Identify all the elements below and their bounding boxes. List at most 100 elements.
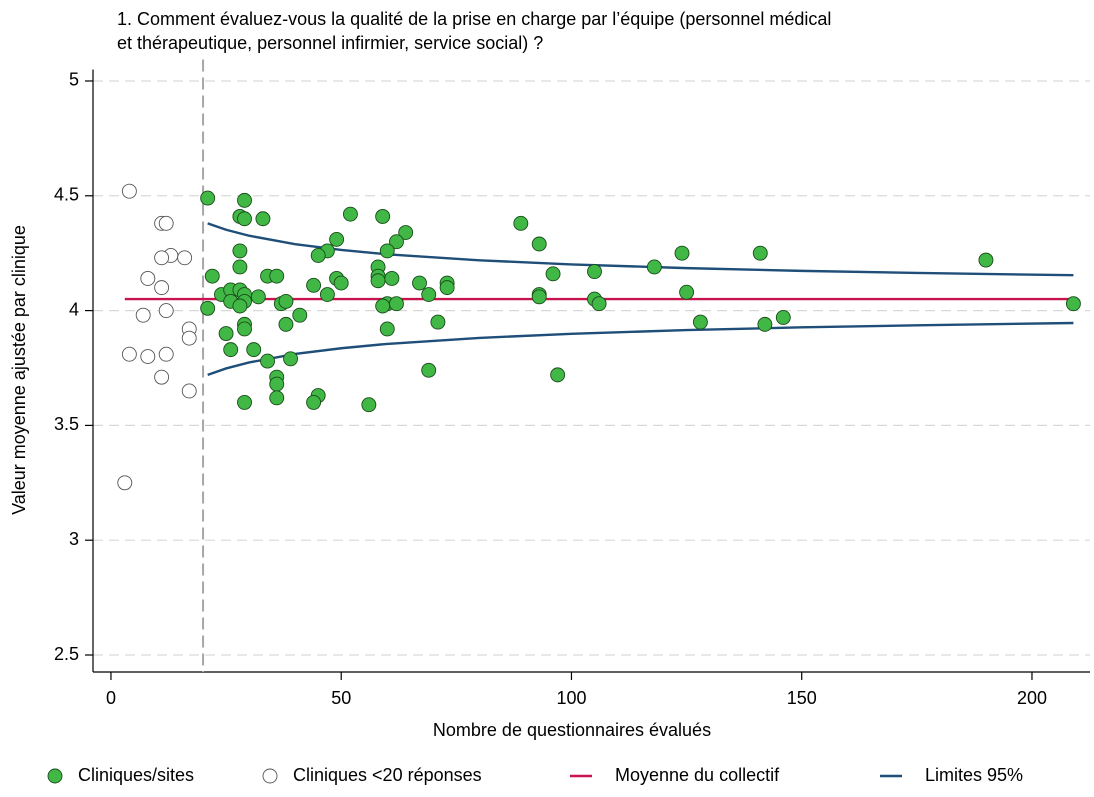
y-tick-label: 2.5	[54, 644, 79, 664]
point	[679, 284, 695, 300]
point	[269, 268, 285, 284]
point	[591, 296, 607, 312]
point	[140, 349, 156, 364]
point	[430, 314, 446, 330]
point	[333, 275, 349, 291]
point	[121, 183, 137, 199]
x-tick-label: 200	[1017, 688, 1047, 708]
point	[135, 307, 151, 323]
point	[389, 234, 404, 250]
point	[223, 342, 239, 358]
legend-marker	[262, 768, 278, 784]
point	[513, 215, 529, 231]
point	[255, 211, 271, 227]
point	[379, 243, 395, 259]
x-tick-label: 50	[331, 688, 351, 708]
x-tick-label: 100	[556, 688, 586, 708]
point	[200, 300, 216, 316]
x-axis-title: Nombre de questionnaires évalués	[433, 720, 711, 740]
point	[398, 225, 414, 240]
point	[158, 346, 174, 362]
point	[545, 266, 561, 282]
point	[158, 303, 174, 319]
point	[306, 394, 322, 410]
point	[154, 280, 170, 296]
y-tick-label: 3	[69, 529, 79, 549]
point	[439, 280, 455, 296]
point	[154, 250, 170, 266]
point	[342, 206, 358, 222]
point	[269, 376, 285, 392]
point	[117, 475, 133, 491]
point	[421, 362, 437, 378]
point	[232, 243, 248, 259]
legend-marker	[47, 768, 63, 784]
point	[646, 259, 662, 275]
point	[237, 192, 252, 208]
point	[269, 390, 285, 406]
point	[278, 316, 294, 332]
point	[361, 397, 377, 413]
point	[375, 298, 391, 314]
x-tick-label: 0	[106, 688, 116, 708]
point	[232, 259, 248, 275]
point	[1065, 296, 1081, 312]
point	[319, 287, 335, 302]
point	[158, 215, 174, 231]
point	[121, 346, 137, 362]
legend-label: Moyenne du collectif	[615, 765, 780, 785]
chart-title: 1. Comment évaluez-vous la qualité de la…	[117, 9, 831, 29]
point	[692, 314, 708, 330]
point	[237, 211, 252, 227]
point	[177, 250, 193, 266]
series-line	[207, 222, 1074, 277]
point	[531, 289, 547, 305]
point	[775, 310, 791, 325]
point	[154, 369, 170, 385]
point	[370, 273, 386, 289]
point	[674, 245, 690, 261]
point	[329, 231, 345, 247]
point	[412, 275, 427, 291]
x-tick-label: 150	[787, 688, 817, 708]
point	[237, 321, 252, 337]
point	[260, 353, 275, 369]
point	[237, 394, 252, 410]
series-line	[207, 321, 1074, 377]
point	[384, 270, 400, 286]
point	[379, 321, 395, 337]
point	[550, 367, 566, 383]
point	[310, 248, 326, 263]
point	[531, 236, 547, 252]
point	[246, 342, 262, 358]
point	[181, 330, 197, 346]
point	[757, 316, 773, 332]
legend-label: Cliniques/sites	[78, 765, 194, 785]
point	[389, 296, 404, 312]
legend-label: Cliniques <20 réponses	[293, 765, 482, 785]
point	[250, 289, 266, 305]
point	[232, 298, 248, 314]
point	[306, 277, 322, 293]
point	[421, 287, 437, 302]
y-tick-label: 5	[69, 70, 79, 90]
point	[375, 209, 391, 224]
point	[218, 326, 234, 342]
point	[752, 245, 768, 261]
point	[587, 264, 602, 280]
y-tick-label: 4	[69, 299, 79, 319]
y-tick-label: 3.5	[54, 414, 79, 434]
legend-label: Limites 95%	[925, 765, 1023, 785]
point	[292, 307, 308, 323]
point	[200, 190, 216, 206]
point	[181, 383, 197, 399]
point	[140, 270, 156, 286]
point	[978, 252, 994, 268]
point	[204, 268, 220, 284]
y-axis-title: Valeur moyenne ajustée par clinique	[9, 225, 29, 515]
y-tick-label: 4.5	[54, 185, 79, 205]
point	[283, 351, 299, 367]
